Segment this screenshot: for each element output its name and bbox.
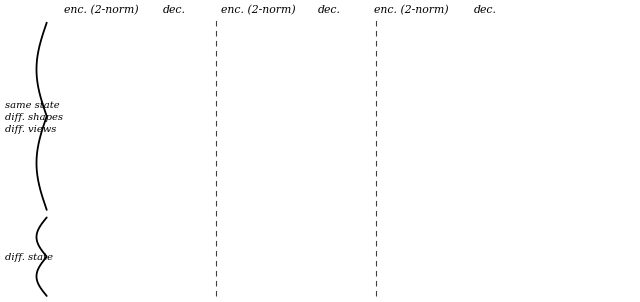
- Text: dec.: dec.: [318, 5, 341, 15]
- Text: dec.: dec.: [163, 5, 186, 15]
- Text: enc. (2-norm): enc. (2-norm): [64, 5, 138, 15]
- Text: dec.: dec.: [474, 5, 497, 15]
- Text: enc. (2-norm): enc. (2-norm): [221, 5, 295, 15]
- Text: same state
diff. shapes
diff. views: same state diff. shapes diff. views: [5, 101, 63, 134]
- Text: diff. state: diff. state: [5, 253, 53, 262]
- Text: enc. (2-norm): enc. (2-norm): [374, 5, 449, 15]
